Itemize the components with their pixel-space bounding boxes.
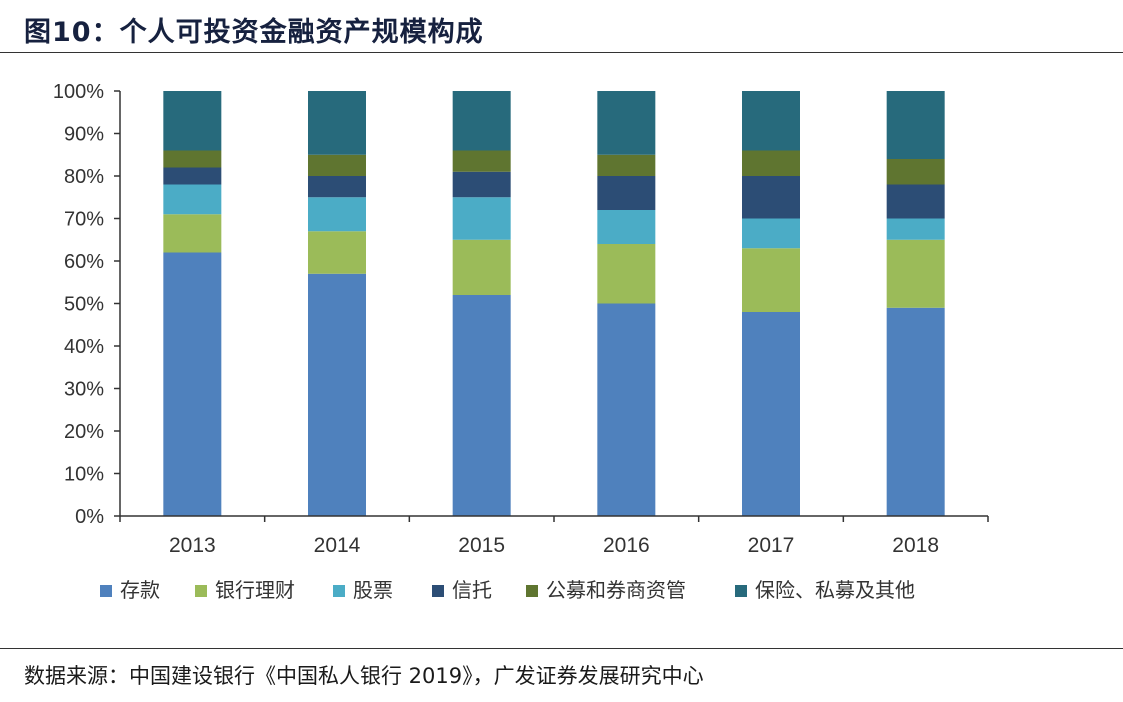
bar-2017-series-4 [742, 150, 800, 176]
y-tick-label: 30% [64, 379, 104, 401]
y-tick-label: 0% [75, 506, 104, 528]
bar-2016-series-2 [597, 210, 656, 244]
y-tick-label: 60% [64, 251, 104, 273]
bar-2018-series-0 [886, 307, 945, 516]
legend-swatch-4 [526, 585, 538, 597]
bars-group [163, 91, 945, 516]
bar-2018-series-3 [886, 184, 945, 219]
x-tick-label-2014: 2014 [314, 534, 361, 557]
stacked-bar-chart: 0% 10% 20% 30% 40% 50% 60% 70% 80% 90% 100% 2013 201… [53, 81, 989, 602]
legend-label-1: 银行理财 [215, 578, 295, 602]
y-tick-label: 20% [64, 421, 104, 443]
bar-2016-series-0 [597, 303, 656, 516]
legend-swatch-3 [432, 585, 444, 597]
source-note: 数据来源：中国建设银行《中国私人银行 2019》，广发证券发展研究中心 [24, 664, 704, 688]
legend-label-4: 公募和券商资管 [546, 578, 686, 602]
legend-swatch-2 [333, 585, 345, 597]
legend-label-5: 保险、私募及其他 [755, 578, 915, 602]
x-tick-label-2015: 2015 [458, 534, 505, 557]
y-tick-label: 10% [64, 464, 104, 486]
bar-2016-series-5 [597, 91, 656, 155]
x-tick-label-2018: 2018 [892, 534, 939, 557]
bar-2018-series-2 [886, 218, 945, 240]
x-tick-label-2013: 2013 [169, 534, 216, 557]
x-tick-label-2016: 2016 [603, 534, 650, 557]
bar-2013-series-0 [163, 252, 222, 516]
bar-2015-series-3 [452, 171, 511, 198]
bar-2014-series-2 [308, 197, 366, 232]
bar-2016-series-3 [597, 176, 656, 210]
bar-2018-series-5 [886, 91, 945, 159]
chart-title: 图10：个人可投资金融资产规模构成 [24, 17, 484, 48]
source-divider [0, 648, 1123, 649]
y-tick-label: 90% [64, 124, 104, 146]
legend-label-0: 存款 [120, 578, 160, 602]
axes-group: 0% 10% 20% 30% 40% 50% 60% 70% 80% 90% 100% 2013 201… [53, 81, 989, 557]
bar-2016-series-1 [597, 244, 656, 304]
bar-2014-series-5 [308, 91, 366, 155]
y-tick-label: 50% [64, 294, 104, 316]
bar-2017-series-1 [742, 248, 800, 312]
bar-2017-series-2 [742, 218, 800, 249]
bar-2015-series-2 [452, 197, 511, 240]
legend-swatch-0 [100, 585, 112, 597]
bar-2014-series-4 [308, 154, 366, 176]
y-tick-label: 70% [64, 209, 104, 231]
y-tick-label: 40% [64, 336, 104, 358]
bar-2013-series-5 [163, 91, 222, 151]
bar-2015-series-1 [452, 239, 511, 295]
bar-2015-series-4 [452, 150, 511, 172]
bar-2013-series-3 [163, 167, 222, 185]
bar-2017-series-5 [742, 91, 800, 151]
bar-2016-series-4 [597, 154, 656, 176]
bar-2015-series-0 [452, 295, 511, 516]
x-tick-label-2017: 2017 [748, 534, 795, 557]
bar-2013-series-4 [163, 150, 222, 168]
bar-2014-series-1 [308, 231, 366, 274]
bar-2018-series-1 [886, 239, 945, 308]
bar-2014-series-3 [308, 176, 366, 198]
bar-2015-series-5 [452, 91, 511, 151]
y-tick-label: 80% [64, 166, 104, 188]
bar-2017-series-3 [742, 176, 800, 219]
bar-2017-series-0 [742, 312, 800, 516]
bar-2013-series-2 [163, 184, 222, 215]
title-divider [0, 52, 1123, 53]
bar-2014-series-0 [308, 273, 366, 516]
legend-swatch-1 [195, 585, 207, 597]
bar-2018-series-4 [886, 159, 945, 185]
legend-label-2: 股票 [353, 578, 393, 602]
y-tick-label: 100% [53, 81, 104, 103]
legend-label-3: 信托 [452, 578, 492, 602]
bar-2013-series-1 [163, 214, 222, 253]
legend-swatch-5 [735, 585, 747, 597]
legend: 存款 银行理财 股票 信托 公募和券商资管 保险、私募及其他 [100, 578, 915, 602]
